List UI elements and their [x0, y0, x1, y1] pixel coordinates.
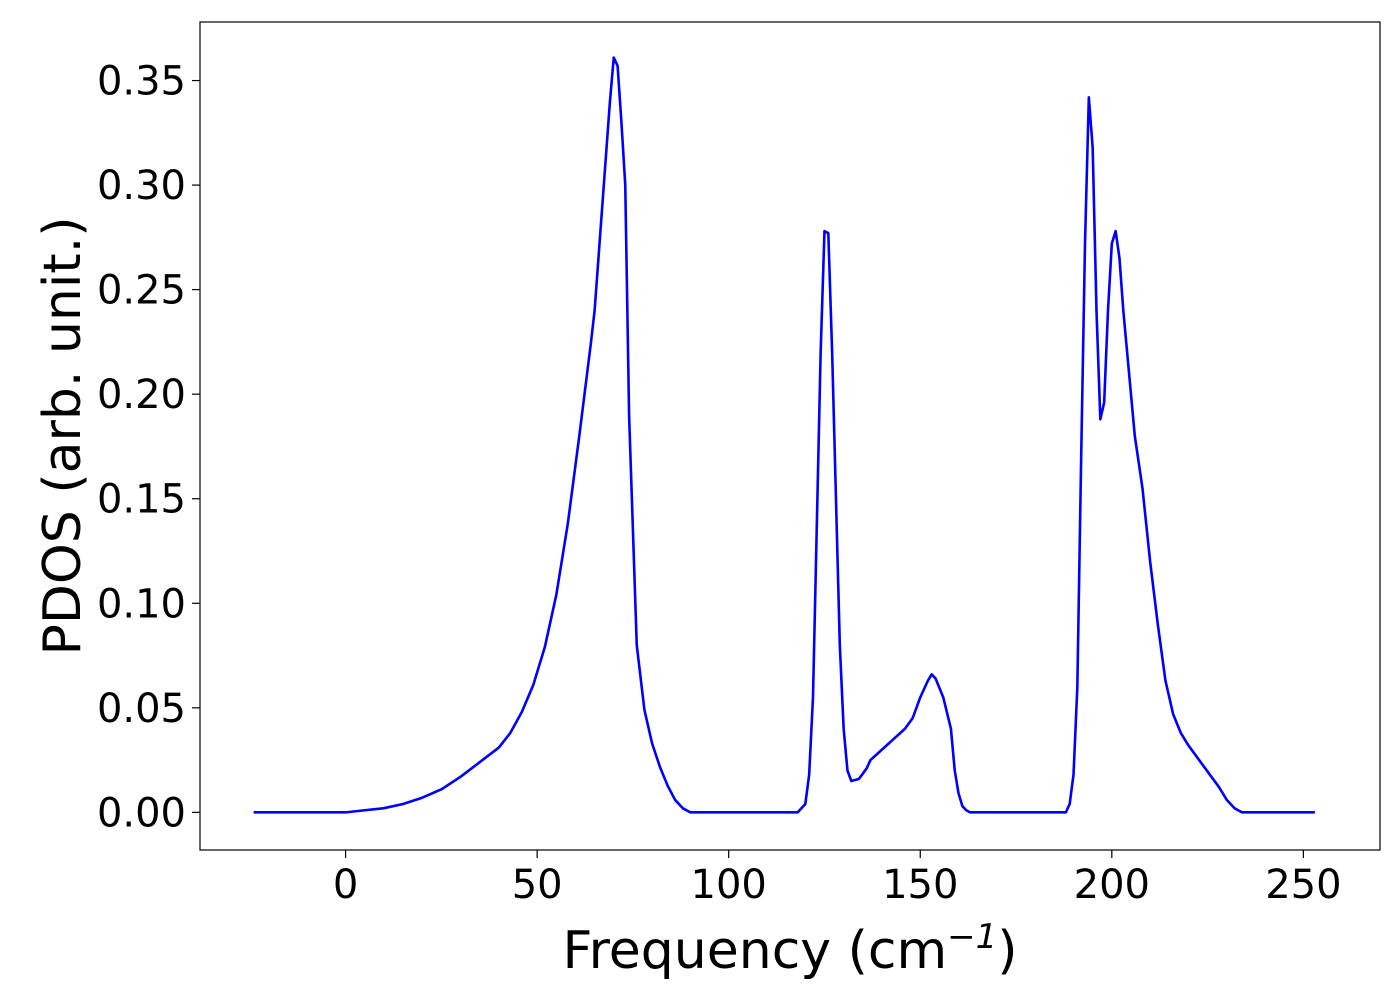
- y-tick-label: 0.05: [97, 686, 186, 732]
- y-tick-label: 0.30: [97, 163, 186, 209]
- series-line-0: [253, 56, 1315, 814]
- x-tick-label: 200: [1074, 862, 1150, 908]
- x-tick-label: 50: [512, 862, 563, 908]
- y-tick-label: 0.35: [97, 59, 186, 105]
- y-tick-label: 0.10: [97, 581, 186, 627]
- x-axis: 0 50 100 150 200 250: [333, 850, 1342, 908]
- axes-frame: [199, 21, 1381, 851]
- x-tick-label: 250: [1265, 862, 1341, 908]
- x-tick-label: 100: [691, 862, 767, 908]
- y-axis-label: PDOS (arb. unit.): [33, 216, 93, 655]
- y-tick-label: 0.00: [97, 790, 186, 836]
- x-tick-label: 150: [882, 862, 958, 908]
- x-axis-label: Frequency (cm−1): [562, 917, 1017, 981]
- y-tick-label: 0.20: [97, 372, 186, 418]
- y-tick-label: 0.25: [97, 268, 186, 314]
- y-axis: 0.00 0.05 0.10 0.15 0.20 0.25 0.30 0.35: [97, 59, 200, 836]
- plot-area: [253, 56, 1315, 814]
- y-tick-label: 0.15: [97, 477, 186, 523]
- x-tick-label: 0: [333, 862, 358, 908]
